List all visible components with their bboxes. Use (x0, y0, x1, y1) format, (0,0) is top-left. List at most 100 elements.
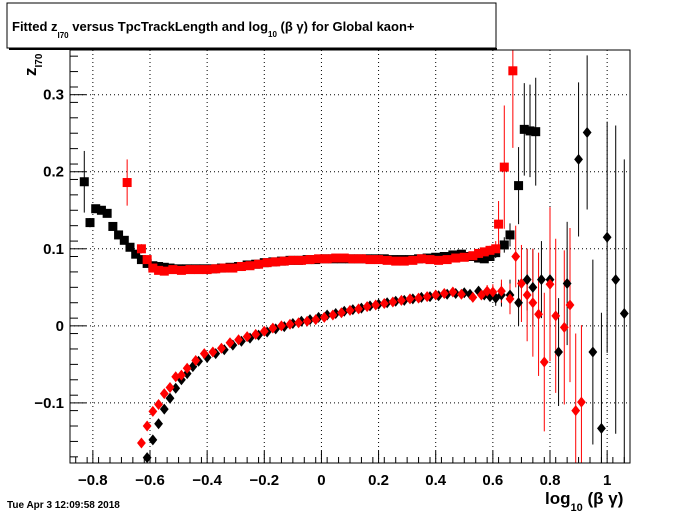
data-point-square (416, 254, 426, 264)
timestamp: Tue Apr 3 12:09:58 2018 (7, 500, 120, 511)
data-point-diamond (468, 291, 478, 303)
data-point-diamond (505, 293, 515, 305)
data-point-square (382, 255, 392, 265)
chart-title-sub: I70 (58, 31, 70, 40)
y-axis-label-sub: I70 (34, 53, 45, 67)
data-point-diamond (345, 304, 355, 316)
data-point-diamond (159, 403, 169, 415)
data-point-diamond (165, 392, 175, 404)
y-tick-label: −0.1 (34, 395, 64, 412)
data-point-diamond (559, 321, 569, 333)
chart-title-mid: versus TpcTrackLength and log (69, 19, 268, 34)
data-point-square (499, 162, 509, 172)
data-point-diamond (588, 346, 598, 358)
data-point-square (136, 244, 146, 254)
data-point-square (114, 230, 124, 240)
data-point-square (176, 265, 186, 275)
data-point-diamond (488, 286, 498, 298)
data-point-diamond (148, 405, 158, 417)
x-tick-label: −0.6 (135, 472, 165, 489)
data-point-square (194, 265, 204, 275)
data-point-square (262, 258, 272, 268)
x-tick-label: 1 (603, 472, 611, 489)
data-point-square (108, 221, 118, 231)
data-point-diamond (517, 277, 526, 289)
data-point-diamond (154, 398, 163, 410)
data-point-square (142, 255, 152, 265)
data-point-diamond (251, 328, 261, 340)
data-point-square (485, 252, 495, 261)
data-point-diamond (511, 251, 521, 262)
data-point-diamond (465, 288, 475, 300)
data-point-square (96, 205, 106, 215)
data-point-diamond (405, 293, 415, 305)
x-axis-label-main: log (545, 489, 571, 508)
data-point-square (322, 254, 332, 264)
data-point-diamond (522, 289, 532, 301)
data-point-square (228, 263, 238, 273)
data-point-square (499, 240, 509, 250)
data-point-diamond (554, 346, 563, 358)
data-point-diamond (191, 355, 201, 367)
data-point-square (185, 265, 195, 275)
data-point-square (254, 259, 264, 269)
data-point-diamond (199, 348, 209, 360)
data-point-square (425, 255, 435, 265)
data-point-square (348, 254, 358, 264)
x-axis-label: log10 (β γ) (545, 489, 623, 514)
data-point-diamond (602, 231, 612, 243)
data-point-diamond (142, 420, 152, 432)
label-layer: −0.8 −0.6 −0.4 −0.2 0 0.2 0.4 0.6 0.8 1 −0.1 0 0.1 0.… (34, 87, 611, 489)
data-point-diamond (574, 153, 583, 165)
data-point-square (391, 256, 401, 266)
data-point-square (485, 245, 495, 255)
data-point-diamond (611, 274, 621, 286)
data-point-square (159, 266, 169, 276)
data-point-diamond (582, 126, 592, 138)
data-point-diamond (491, 292, 501, 304)
data-point-square (474, 253, 484, 263)
data-point-square (459, 252, 469, 262)
data-point-diamond (485, 291, 495, 303)
data-point-diamond (371, 299, 381, 311)
data-point-diamond (137, 437, 146, 449)
marker-layer (79, 66, 629, 463)
data-point-square (365, 255, 375, 265)
data-point-square (219, 263, 229, 273)
data-point-square (399, 256, 409, 266)
data-point-square (314, 254, 324, 264)
x-tick-label: −0.4 (192, 472, 222, 489)
data-point-diamond (217, 342, 226, 354)
data-point-square (288, 255, 298, 265)
data-point-diamond (439, 287, 449, 299)
y-axis-label: zI70 (21, 53, 45, 76)
data-point-diamond (294, 317, 303, 329)
data-point-square (479, 254, 489, 264)
data-point-diamond (225, 337, 235, 349)
data-point-square (271, 257, 281, 267)
data-point-square (148, 263, 158, 273)
y-axis-label-main: z (21, 68, 40, 77)
data-point-diamond (577, 396, 586, 408)
data-point-square (296, 255, 306, 265)
data-point-diamond (562, 277, 572, 289)
y-tick-label: 0.3 (43, 87, 64, 104)
chart-title-end: (β γ) for Global kaon+ (277, 19, 415, 34)
chart-title-part: Fitted z (12, 19, 58, 34)
data-point-square (339, 253, 349, 263)
tick-layer (70, 55, 625, 463)
data-point-square (202, 265, 212, 275)
data-point-diamond (431, 289, 441, 301)
data-point-diamond (414, 292, 423, 304)
data-point-diamond (448, 286, 458, 298)
data-point-square (279, 256, 289, 266)
data-point-diamond (165, 381, 175, 393)
data-point-square (211, 264, 221, 274)
data-point-square (154, 265, 164, 275)
data-point-diamond (277, 320, 286, 332)
data-point-diamond (482, 285, 492, 297)
data-point-diamond (159, 388, 169, 400)
data-point-square (491, 244, 501, 254)
data-point-diamond (354, 303, 363, 315)
